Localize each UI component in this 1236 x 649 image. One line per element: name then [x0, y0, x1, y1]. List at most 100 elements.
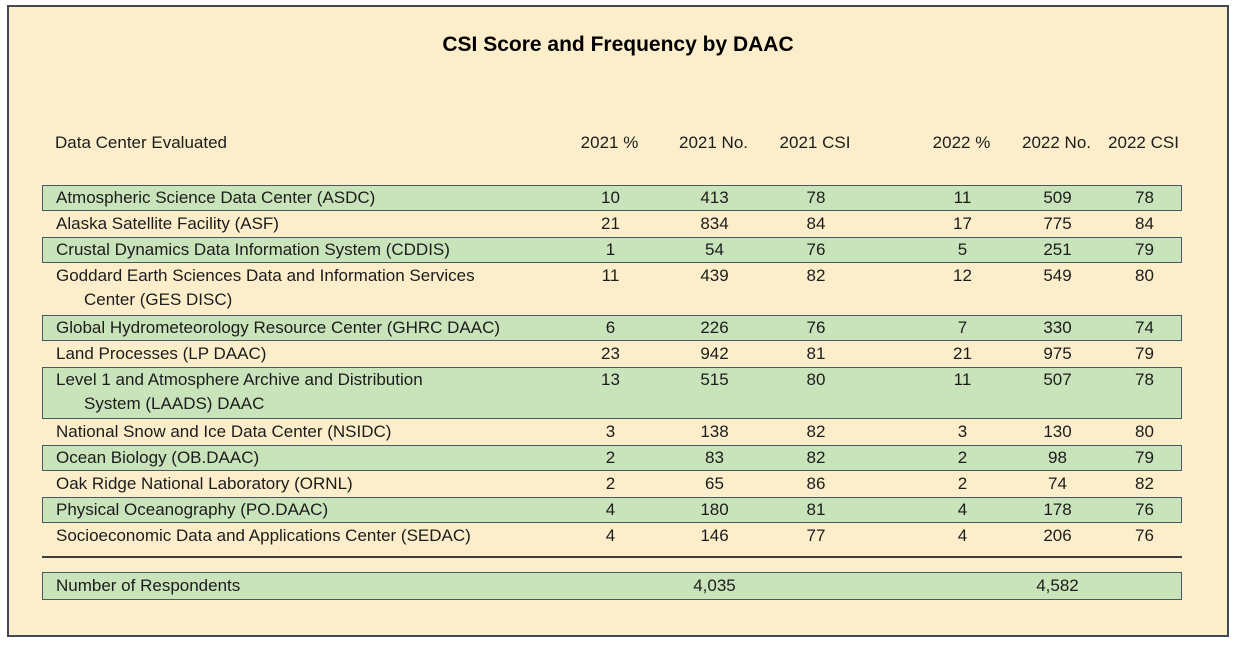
cell-2021-csi: 77	[806, 526, 826, 545]
cell-2021-pct: 2	[605, 474, 616, 493]
cell-2021-no: 834	[700, 214, 729, 233]
cell-2021-no: 942	[700, 344, 729, 363]
cell-2022-no: 509	[1043, 188, 1072, 207]
respondents-total-2021: 4,035	[693, 576, 736, 595]
row-name: Ocean Biology (OB.DAAC)	[43, 446, 558, 470]
cell-2021-no: 226	[700, 318, 729, 337]
row-name: Crustal Dynamics Data Information System…	[43, 238, 558, 262]
cell-2022-pct: 3	[957, 422, 968, 441]
cell-2022-no: 130	[1043, 422, 1072, 441]
row-name-line1: Socioeconomic Data and Applications Cent…	[56, 526, 471, 545]
column-header-2022-pct: 2022 %	[932, 133, 991, 152]
page-title: CSI Score and Frequency by DAAC	[442, 33, 794, 56]
cell-2021-csi: 84	[806, 214, 826, 233]
cell-2022-csi: 84	[1135, 214, 1154, 233]
cell-2021-csi: 80	[806, 370, 826, 389]
row-name-line1: Ocean Biology (OB.DAAC)	[56, 448, 260, 467]
row-name-line2: System (LAADS) DAAC	[84, 394, 265, 413]
row-name: Atmospheric Science Data Center (ASDC)	[43, 186, 558, 210]
table-row-asdc: Atmospheric Science Data Center (ASDC) 1…	[42, 185, 1182, 211]
cell-2021-pct: 1	[605, 240, 616, 259]
cell-2022-pct: 17	[953, 214, 972, 233]
cell-2022-no: 251	[1043, 240, 1072, 259]
row-name-line1: Level 1 and Atmosphere Archive and Distr…	[56, 370, 423, 389]
empty-cell	[1106, 573, 1183, 599]
cell-2021-csi: 82	[806, 448, 826, 467]
column-gap	[866, 342, 916, 366]
column-gap	[866, 316, 916, 340]
cell-2022-pct: 11	[953, 370, 972, 389]
cell-2022-no: 775	[1043, 214, 1072, 233]
cell-2021-no: 413	[700, 188, 729, 207]
row-name: Global Hydrometeorology Resource Center …	[43, 316, 558, 340]
cell-2021-pct: 11	[601, 266, 620, 285]
row-name-line2: Center (GES DISC)	[84, 290, 233, 309]
row-name: Goddard Earth Sciences Data and Informat…	[43, 264, 558, 314]
row-name: Land Processes (LP DAAC)	[43, 342, 558, 366]
table-row-ghrc: Global Hydrometeorology Resource Center …	[42, 315, 1182, 341]
row-name-line1: Goddard Earth Sciences Data and Informat…	[56, 266, 475, 285]
column-gap	[866, 420, 916, 444]
cell-2022-csi: 76	[1135, 526, 1154, 545]
column-gap	[866, 446, 916, 470]
row-name-line1: Oak Ridge National Laboratory (ORNL)	[56, 474, 353, 493]
cell-2022-pct: 5	[957, 240, 968, 259]
totals-divider-line	[42, 556, 1182, 558]
table-row-lp-daac: Land Processes (LP DAAC) 23 942 81 21 97…	[42, 341, 1182, 367]
column-gap	[866, 264, 916, 314]
table-row-ob-daac: Ocean Biology (OB.DAAC) 2 83 82 2 98 79	[42, 445, 1182, 471]
empty-cell	[916, 573, 1009, 599]
column-header-data-center: Data Center Evaluated	[55, 133, 227, 152]
cell-2021-pct: 2	[605, 448, 616, 467]
table-row-ges-disc: Goddard Earth Sciences Data and Informat…	[42, 263, 1182, 315]
empty-cell	[766, 573, 866, 599]
table-row-laads: Level 1 and Atmosphere Archive and Distr…	[42, 367, 1182, 419]
column-gap	[865, 130, 915, 156]
cell-2021-no: 515	[700, 370, 729, 389]
row-name-line1: Global Hydrometeorology Resource Center …	[56, 318, 501, 337]
table-row-sedac: Socioeconomic Data and Applications Cent…	[42, 523, 1182, 549]
column-header-2021-pct: 2021 %	[580, 133, 639, 152]
cell-2021-csi: 81	[806, 344, 826, 363]
cell-2022-no: 975	[1043, 344, 1072, 363]
cell-2022-pct: 7	[957, 318, 968, 337]
cell-2022-pct: 21	[953, 344, 972, 363]
empty-cell	[558, 573, 663, 599]
data-table: Atmospheric Science Data Center (ASDC) 1…	[42, 185, 1182, 600]
cell-2021-no: 83	[705, 448, 724, 467]
cell-2021-pct: 6	[605, 318, 616, 337]
cell-2021-pct: 23	[601, 344, 620, 363]
cell-2021-csi: 81	[806, 500, 826, 519]
cell-2022-pct: 12	[953, 266, 972, 285]
respondents-row: Number of Respondents 4,035 4,582	[42, 572, 1182, 600]
column-gap	[866, 472, 916, 496]
cell-2021-pct: 21	[601, 214, 620, 233]
column-gap	[866, 498, 916, 522]
cell-2022-pct: 4	[957, 500, 968, 519]
cell-2021-no: 65	[705, 474, 724, 493]
column-gap	[866, 186, 916, 210]
cell-2021-csi: 78	[806, 188, 826, 207]
column-gap	[866, 524, 916, 548]
cell-2022-no: 549	[1043, 266, 1072, 285]
table-row-po-daac: Physical Oceanography (PO.DAAC) 4 180 81…	[42, 497, 1182, 523]
cell-2022-csi: 79	[1135, 448, 1154, 467]
column-gap	[866, 238, 916, 262]
table-row-cddis: Crustal Dynamics Data Information System…	[42, 237, 1182, 263]
column-gap	[866, 573, 916, 599]
row-name-line1: Crustal Dynamics Data Information System…	[56, 240, 450, 259]
cell-2021-csi: 76	[806, 240, 826, 259]
column-gap	[866, 368, 916, 418]
cell-2022-csi: 78	[1135, 188, 1154, 207]
cell-2021-csi: 86	[806, 474, 826, 493]
cell-2022-no: 178	[1043, 500, 1072, 519]
row-name: Socioeconomic Data and Applications Cent…	[43, 524, 558, 548]
column-header-2022-csi: 2022 CSI	[1108, 133, 1179, 152]
column-header-2021-csi: 2021 CSI	[779, 133, 851, 152]
cell-2022-no: 74	[1048, 474, 1067, 493]
cell-2022-no: 98	[1048, 448, 1067, 467]
respondents-label: Number of Respondents	[56, 576, 241, 595]
cell-2021-pct: 13	[601, 370, 620, 389]
cell-2022-csi: 78	[1135, 370, 1154, 389]
row-name: National Snow and Ice Data Center (NSIDC…	[43, 420, 558, 444]
